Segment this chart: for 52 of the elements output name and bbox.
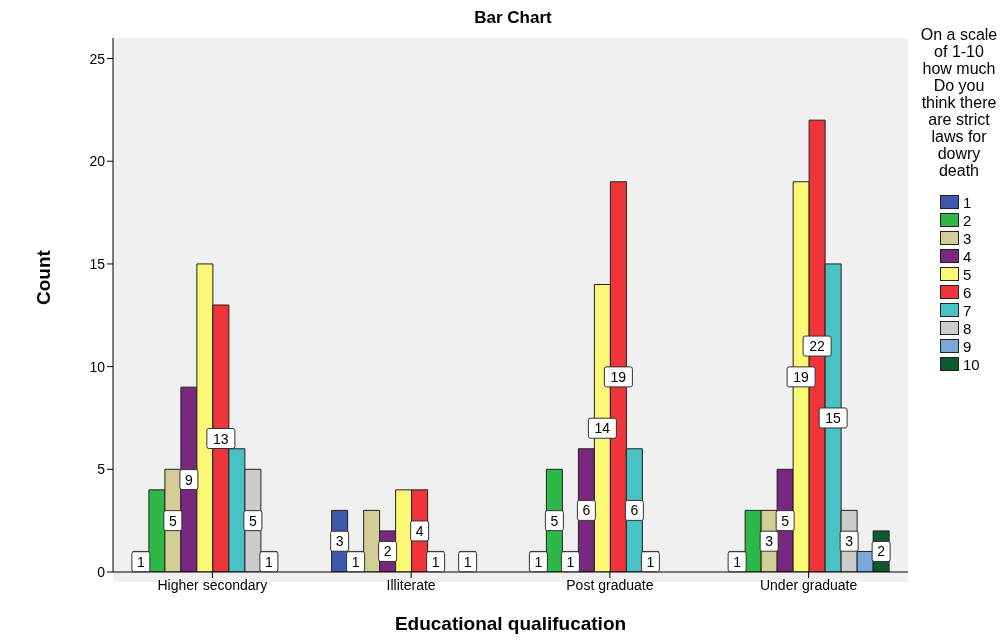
data-label: 5 bbox=[550, 512, 559, 529]
data-label: 6 bbox=[630, 502, 639, 519]
data-label: 13 bbox=[213, 430, 229, 447]
data-label: 1 bbox=[264, 553, 273, 570]
data-label: 3 bbox=[845, 533, 854, 550]
y-tick-label: 0 bbox=[97, 563, 106, 580]
data-label: 3 bbox=[765, 533, 774, 550]
data-label: 2 bbox=[877, 543, 886, 560]
legend-label: 8 bbox=[963, 319, 972, 337]
legend-label: 3 bbox=[963, 229, 972, 247]
x-tick-label: Post graduate bbox=[566, 576, 654, 593]
legend-label: 5 bbox=[963, 265, 972, 283]
data-label: 1 bbox=[733, 553, 742, 570]
data-label: 1 bbox=[566, 553, 575, 570]
y-tick-label: 5 bbox=[97, 461, 106, 478]
data-label: 19 bbox=[610, 368, 627, 385]
legend-label: 7 bbox=[963, 301, 972, 319]
text: On a scale of 1-10 how much Do you think there are strict laws for dowry death bbox=[920, 26, 998, 179]
legend-label: 10 bbox=[963, 355, 980, 373]
legend-label: 4 bbox=[963, 247, 972, 265]
y-tick-label: 25 bbox=[89, 50, 106, 67]
data-label: 6 bbox=[582, 502, 591, 519]
data-label: 1 bbox=[351, 553, 360, 570]
legend-label: 2 bbox=[963, 211, 972, 229]
data-label: 9 bbox=[184, 471, 193, 488]
data-label: 1 bbox=[463, 553, 472, 570]
data-label: 4 bbox=[415, 522, 424, 539]
data-label: 1 bbox=[136, 553, 145, 570]
y-axis-title: Count bbox=[32, 249, 54, 305]
data-label: 19 bbox=[793, 368, 810, 385]
legend-label: 6 bbox=[963, 283, 972, 301]
data-label: 22 bbox=[809, 338, 826, 355]
y-tick-label: 20 bbox=[89, 153, 106, 170]
data-label: 14 bbox=[594, 420, 611, 437]
y-tick-label: 10 bbox=[89, 358, 106, 375]
legend-label: 1 bbox=[963, 193, 972, 211]
y-tick-label: 15 bbox=[89, 255, 106, 272]
data-label: 1 bbox=[646, 553, 655, 570]
data-label: 1 bbox=[431, 553, 440, 570]
x-axis-title: Educational qualifucation bbox=[394, 613, 627, 634]
x-tick-label: Illiterate bbox=[386, 576, 436, 593]
legend-label: 9 bbox=[963, 337, 972, 355]
data-label: 15 bbox=[825, 409, 842, 426]
data-label: 5 bbox=[781, 512, 790, 529]
x-tick-label: Higher secondary bbox=[157, 576, 268, 593]
data-label: 2 bbox=[383, 543, 392, 560]
data-label: 3 bbox=[335, 533, 344, 550]
chart-title: Bar Chart bbox=[473, 8, 553, 28]
data-label: 5 bbox=[248, 512, 257, 529]
x-tick-label: Under graduate bbox=[759, 576, 858, 593]
data-label: 5 bbox=[168, 512, 177, 529]
data-label: 1 bbox=[534, 553, 543, 570]
